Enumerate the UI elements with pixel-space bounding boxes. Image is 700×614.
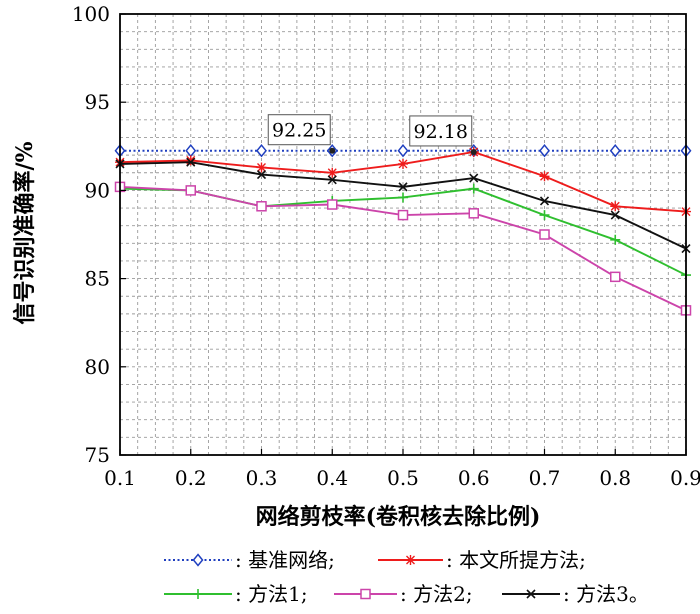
y-tick-label: 90 <box>85 178 110 202</box>
point-m1 <box>468 183 479 194</box>
x-tick-label: 0.8 <box>599 466 631 490</box>
point-proposed <box>256 162 267 173</box>
point-m2 <box>256 201 267 212</box>
point-base <box>609 144 621 158</box>
point-proposed <box>185 155 196 166</box>
point-m1 <box>398 192 408 203</box>
annotation-box <box>267 114 331 146</box>
x-tick-label: 0.2 <box>175 466 207 490</box>
y-tick-label: 80 <box>85 355 110 379</box>
legend-item-proposed: : 本文所提方法; <box>378 548 586 572</box>
point-m3 <box>539 196 550 206</box>
point-proposed <box>610 201 621 212</box>
point-m3 <box>327 175 337 185</box>
legend-marker-m2 <box>360 588 371 600</box>
legend-label-base: : 基准网络; <box>235 548 335 572</box>
y-tick-label: 95 <box>85 90 110 114</box>
y-axis-label: 信号识别准确率/% <box>12 141 38 324</box>
point-proposed <box>539 171 550 182</box>
series-base <box>114 144 692 158</box>
point-m3 <box>398 182 408 192</box>
x-tick-label: 0.9 <box>670 466 700 490</box>
legend: : 基准网络; : 本文所提方法; : 方法1; : 方法2; : 方法3。 <box>164 548 649 606</box>
point-m2 <box>468 208 479 219</box>
point-m1 <box>610 234 621 245</box>
point-proposed <box>327 167 338 178</box>
y-tick-label: 85 <box>85 267 110 291</box>
point-m2 <box>397 209 409 221</box>
y-ticks: 75 80 85 90 95 100 <box>72 2 126 467</box>
legend-item-m1: : 方法1; <box>164 582 308 606</box>
legend-marker-base <box>192 553 204 567</box>
point-m3 <box>469 173 479 183</box>
legend-marker-m3 <box>526 589 536 599</box>
x-tick-label: 0.4 <box>316 466 348 490</box>
point-m2 <box>327 199 338 210</box>
annotation-label: 92.25 <box>272 120 326 142</box>
annotation-point <box>329 147 336 154</box>
legend-marker-proposed <box>405 555 416 565</box>
legend-marker-m1 <box>193 589 203 599</box>
legend-label-proposed: : 本文所提方法; <box>446 548 586 572</box>
point-m3 <box>186 157 196 167</box>
legend-item-m3: : 方法3。 <box>502 582 649 606</box>
legend-label-m1: : 方法1; <box>235 582 308 606</box>
x-tick-label: 0.6 <box>458 466 490 490</box>
x-tick-label: 0.7 <box>529 466 561 490</box>
y-tick-label: 75 <box>85 443 110 467</box>
annotations: 92.25 92.18 <box>267 114 477 155</box>
point-m2 <box>539 229 550 240</box>
y-tick-label: 100 <box>72 2 110 26</box>
point-m2 <box>185 185 196 196</box>
point-base <box>185 144 197 158</box>
point-m3 <box>610 210 620 220</box>
legend-label-m3: : 方法3。 <box>563 582 649 606</box>
point-base <box>539 144 550 158</box>
point-m2 <box>610 271 621 283</box>
x-tick-label: 0.5 <box>387 466 419 490</box>
point-proposed <box>398 158 408 169</box>
point-base <box>256 144 267 158</box>
annotation-point <box>470 148 477 155</box>
point-base <box>397 144 409 158</box>
x-ticks: 0.1 0.2 0.3 0.4 0.5 0.6 0.7 0.8 0.9 <box>104 449 700 490</box>
legend-label-m2: : 方法2; <box>400 582 473 606</box>
annotation-label: 92.18 <box>414 121 468 143</box>
x-tick-label: 0.3 <box>246 466 278 490</box>
point-m1 <box>539 210 550 221</box>
x-axis-label: 网络剪枝率(卷积核去除比例) <box>256 504 541 530</box>
x-tick-label: 0.1 <box>104 466 136 490</box>
legend-item-m2: : 方法2; <box>334 582 473 606</box>
annotation-box <box>409 115 473 147</box>
point-m3 <box>256 169 267 180</box>
legend-item-base: : 基准网络; <box>164 548 335 572</box>
